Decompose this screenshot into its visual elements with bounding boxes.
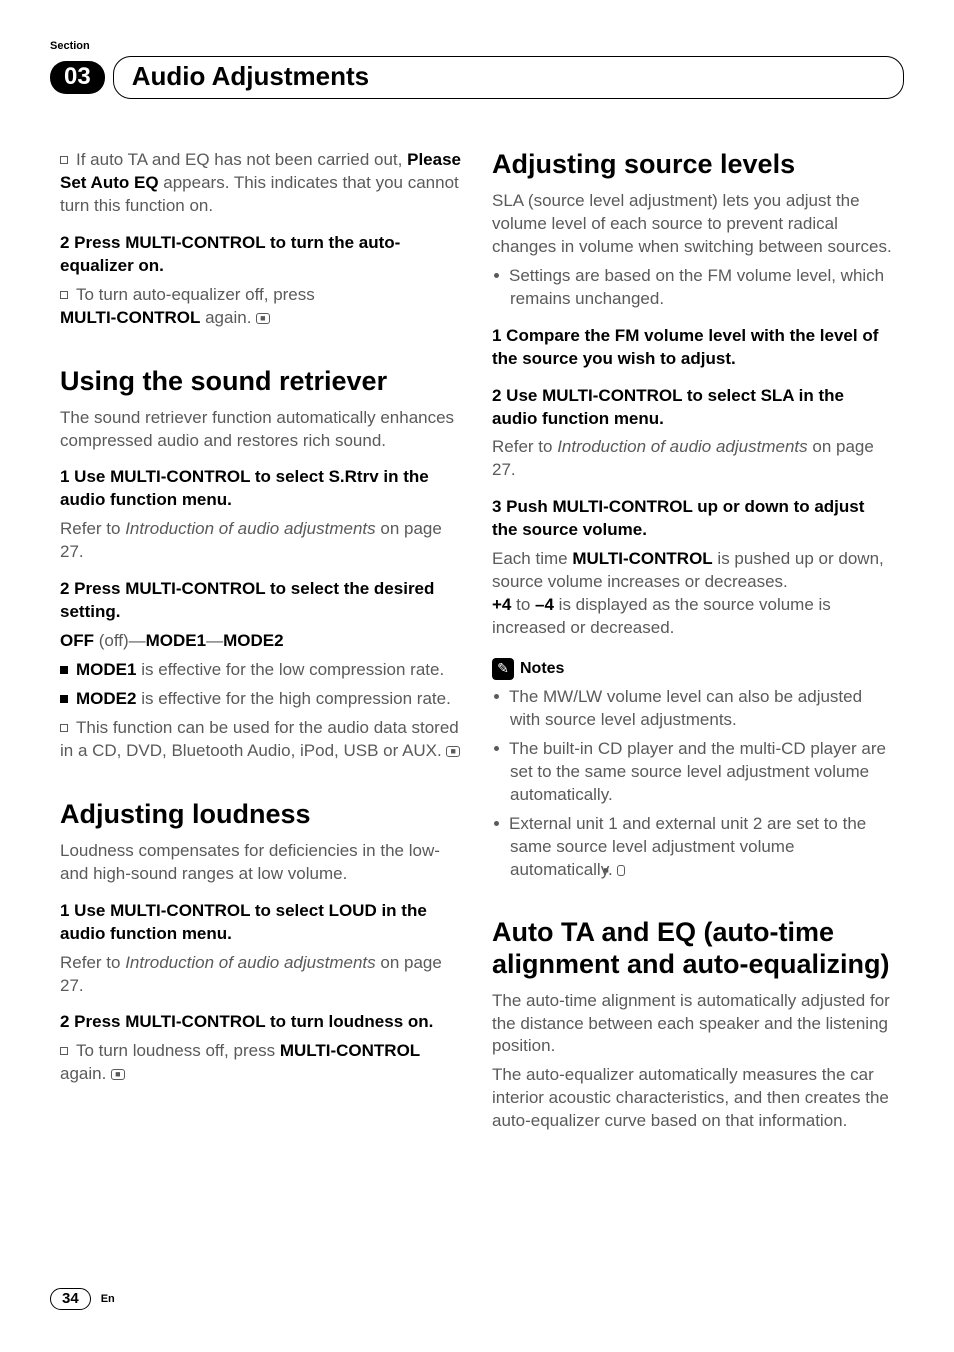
sla-step2: 2 Use MULTI-CONTROL to select SLA in the…	[492, 385, 894, 431]
header-title-box: Audio Adjustments	[113, 56, 904, 99]
end-mark-icon: ■	[446, 746, 459, 757]
note-item: The MW/LW volume level can also be adjus…	[492, 686, 894, 732]
sla-step3-text: Each time MULTI-CONTROL is pushed up or …	[492, 548, 894, 640]
square-bullet-icon	[60, 695, 68, 703]
dot-bullet-icon	[494, 694, 499, 699]
sla-heading: Adjusting source levels	[492, 149, 894, 180]
pencil-icon: ✎	[492, 658, 514, 680]
sla-step1: 1 Compare the FM volume level with the l…	[492, 325, 894, 371]
retriever-modes: OFF (off)—MODE1—MODE2	[60, 630, 462, 653]
retriever-step2: 2 Press MULTI-CONTROL to select the desi…	[60, 578, 462, 624]
sla-bullet: Settings are based on the FM volume leve…	[492, 265, 894, 311]
left-column: If auto TA and EQ has not been carried o…	[60, 149, 462, 1139]
square-bullet-icon	[60, 291, 68, 299]
auto-ta-eq-heading: Auto TA and EQ (auto-time alignment and …	[492, 917, 894, 979]
language-label: En	[101, 1293, 115, 1305]
dot-bullet-icon	[494, 821, 499, 826]
square-bullet-icon	[60, 156, 68, 164]
end-mark-icon: ■	[111, 1069, 124, 1080]
page-footer: 34 En	[50, 1288, 115, 1310]
auto-ta-eq-p1: The auto-time alignment is automatically…	[492, 990, 894, 1059]
auto-eq-off-note: To turn auto-equalizer off, press MULTI-…	[60, 284, 462, 330]
notes-header: ✎ Notes	[492, 658, 894, 680]
retriever-step1: 1 Use MULTI-CONTROL to select S.Rtrv in …	[60, 466, 462, 512]
note-item: The built-in CD player and the multi-CD …	[492, 738, 894, 807]
header-title: Audio Adjustments	[132, 61, 885, 92]
sound-retriever-intro: The sound retriever function automatical…	[60, 407, 462, 453]
sound-retriever-heading: Using the sound retriever	[60, 366, 462, 397]
square-bullet-icon	[60, 1047, 68, 1055]
dot-bullet-icon	[494, 273, 499, 278]
auto-ta-eq-p2: The auto-equalizer automatically measure…	[492, 1064, 894, 1133]
retriever-mode2-note: MODE2 is effective for the high compress…	[60, 688, 462, 711]
dot-bullet-icon	[494, 746, 499, 751]
sla-step3: 3 Push MULTI-CONTROL up or down to adjus…	[492, 496, 894, 542]
retriever-footnote: This function can be used for the audio …	[60, 717, 462, 763]
retriever-step1-ref: Refer to Introduction of audio adjustmen…	[60, 518, 462, 564]
note-item: External unit 1 and external unit 2 are …	[492, 813, 894, 882]
section-number-pill: 03	[50, 61, 105, 94]
notes-label: Notes	[520, 660, 564, 678]
loudness-step1-ref: Refer to Introduction of audio adjustmen…	[60, 952, 462, 998]
page-number: 34	[50, 1288, 91, 1310]
loudness-heading: Adjusting loudness	[60, 799, 462, 830]
right-column: Adjusting source levels SLA (source leve…	[492, 149, 894, 1139]
loudness-step2: 2 Press MULTI-CONTROL to turn loudness o…	[60, 1011, 462, 1034]
loudness-intro: Loudness compensates for deficiencies in…	[60, 840, 462, 886]
page-header: 03 Audio Adjustments	[50, 56, 904, 99]
sla-intro: SLA (source level adjustment) lets you a…	[492, 190, 894, 259]
loudness-footnote: To turn loudness off, press MULTI-CONTRO…	[60, 1040, 462, 1086]
end-mark-icon: ■	[617, 865, 625, 876]
notes-list: The MW/LW volume level can also be adjus…	[492, 686, 894, 882]
sla-step2-ref: Refer to Introduction of audio adjustmen…	[492, 436, 894, 482]
square-bullet-icon	[60, 724, 68, 732]
square-bullet-icon	[60, 666, 68, 674]
auto-eq-step2: 2 Press MULTI-CONTROL to turn the auto-e…	[60, 232, 462, 278]
loudness-step1: 1 Use MULTI-CONTROL to select LOUD in th…	[60, 900, 462, 946]
end-mark-icon: ■	[256, 313, 269, 324]
auto-eq-note: If auto TA and EQ has not been carried o…	[60, 149, 462, 218]
section-label: Section	[50, 40, 904, 52]
retriever-mode1-note: MODE1 is effective for the low compressi…	[60, 659, 462, 682]
content-columns: If auto TA and EQ has not been carried o…	[50, 149, 904, 1139]
